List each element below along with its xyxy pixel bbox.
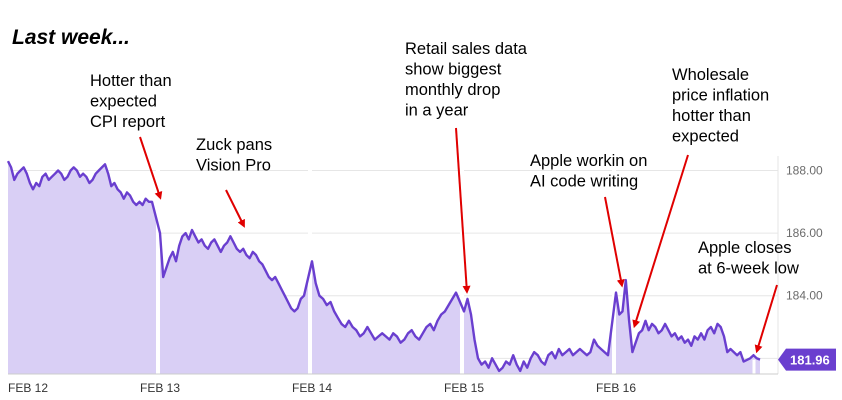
- price-area: [8, 161, 760, 374]
- x-tick-label: FEB 12: [8, 381, 48, 395]
- annotation-line: monthly drop: [405, 81, 500, 99]
- annotation-arrow: [754, 284, 778, 354]
- annotation-text: Retail sales data show biggest monthly dro…: [405, 40, 528, 120]
- annotation-line: hotter than: [672, 107, 751, 125]
- annotation-line: Apple workin on: [530, 152, 647, 170]
- session-break: [156, 154, 160, 374]
- y-tick-label: 188.00: [786, 164, 823, 178]
- y-tick-label: 186.00: [786, 226, 823, 240]
- annotation-line: Wholesale: [672, 66, 749, 84]
- annotation-line: Hotter than: [90, 72, 172, 90]
- annotation-line: price inflation: [672, 87, 769, 105]
- annotation-text: Apple workin on AI code writing: [530, 152, 647, 191]
- annotation-line: expected: [672, 128, 739, 146]
- price-line: [6, 160, 761, 373]
- annotation-text: Zuck pans Vision Pro: [196, 136, 272, 175]
- chart-title: Last week...: [12, 26, 130, 49]
- annotation-arrow: [455, 127, 471, 294]
- annotations: Hotter than expected CPI report Zuck pans Vi…: [90, 40, 799, 354]
- price-area-fill: [8, 161, 760, 374]
- x-axis: FEB 12 FEB 13 FEB 14 FEB 15 FEB 16: [8, 373, 778, 395]
- annotation: Wholesale price inflation hotter than expec…: [632, 66, 769, 329]
- annotation-line: Apple closes: [698, 239, 792, 257]
- annotation: Hotter than expected CPI report: [90, 72, 172, 200]
- annotation-arrow: [139, 136, 163, 200]
- x-tick-label: FEB 13: [140, 381, 180, 395]
- x-tick-label: FEB 14: [292, 381, 332, 395]
- x-tick-label: FEB 15: [444, 381, 484, 395]
- annotation-line: AI code writing: [530, 173, 638, 191]
- annotation-text: Wholesale price inflation hotter than expec…: [672, 66, 769, 146]
- session-break: [308, 154, 312, 374]
- session-break: [612, 154, 616, 374]
- price-badge-shape: [778, 348, 836, 371]
- y-tick-label: 184.00: [786, 289, 823, 303]
- annotation-line: expected: [90, 93, 157, 111]
- price-series-line: [6, 160, 761, 373]
- annotation-line: CPI report: [90, 113, 166, 131]
- annotation-line: show biggest: [405, 61, 502, 79]
- annotation: Retail sales data show biggest monthly dro…: [405, 40, 528, 294]
- x-tick-label: FEB 16: [596, 381, 636, 395]
- annotation-arrow: [225, 189, 245, 228]
- annotation: Apple workin on AI code writing: [530, 152, 647, 288]
- annotation-line: Retail sales data: [405, 40, 528, 58]
- last-price-label: 181.96: [790, 353, 830, 368]
- annotation-arrow: [604, 196, 625, 288]
- annotation: Apple closes at 6-week low: [698, 239, 799, 354]
- session-break: [460, 154, 464, 374]
- annotation-line: at 6-week low: [698, 260, 799, 278]
- annotation: Zuck pans Vision Pro: [196, 136, 272, 228]
- annotation-line: in a year: [405, 102, 469, 120]
- annotation-line: Vision Pro: [196, 157, 271, 175]
- annotation-text: Apple closes at 6-week low: [698, 239, 799, 278]
- annotation-line: Zuck pans: [196, 136, 272, 154]
- session-breaks: [156, 154, 756, 374]
- annotation-text: Hotter than expected CPI report: [90, 72, 172, 131]
- annotation-arrow: [632, 154, 689, 329]
- last-price-badge: 181.96: [778, 348, 836, 371]
